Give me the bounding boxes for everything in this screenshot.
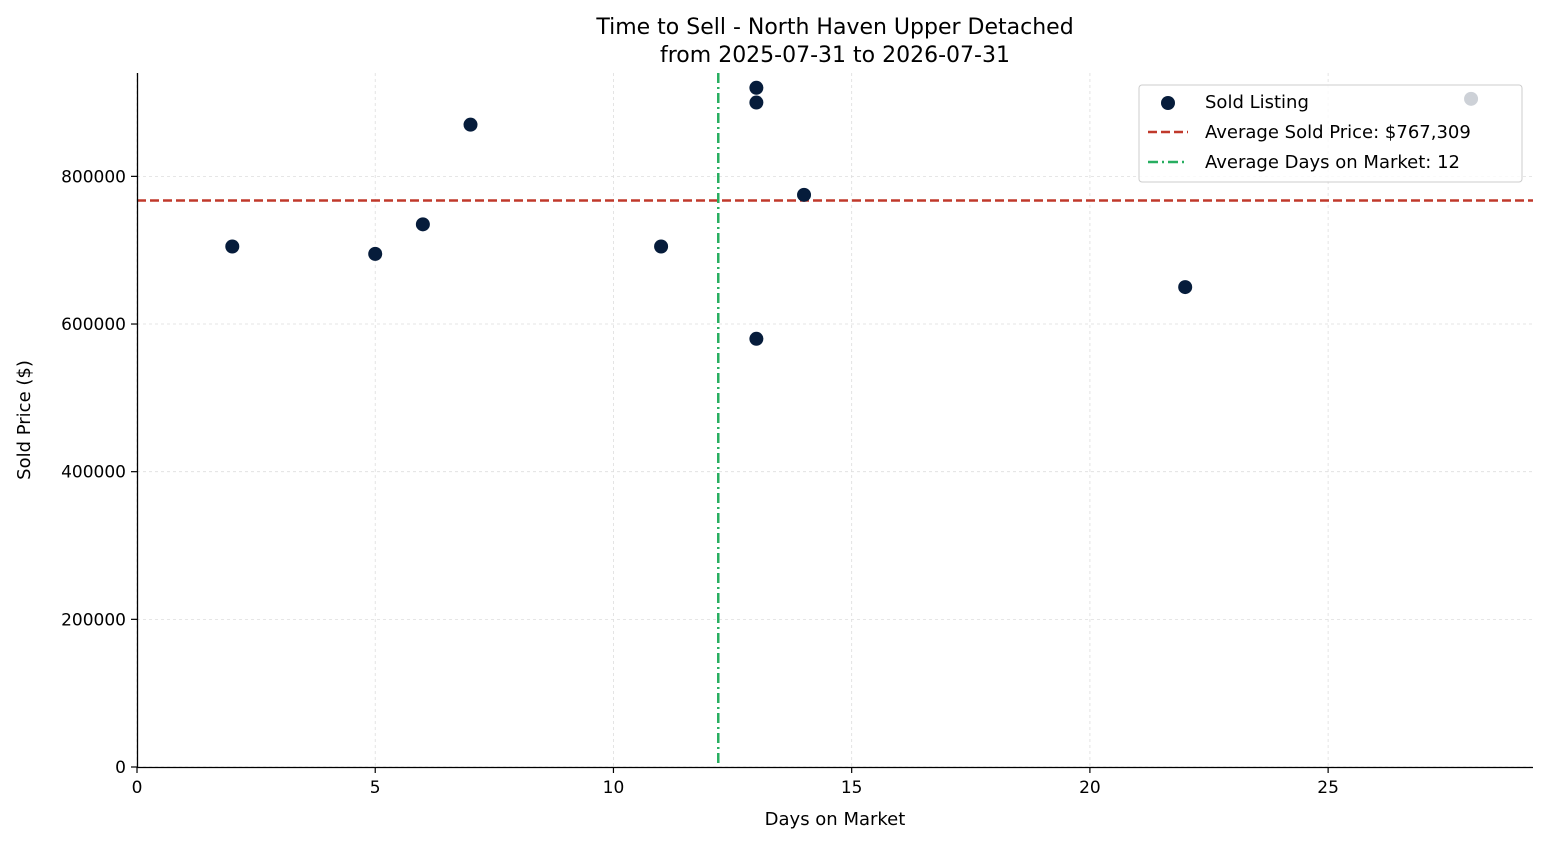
x-tick-label: 0 — [132, 778, 143, 798]
y-tick-label: 0 — [115, 758, 126, 778]
legend-label-sold-listing: Sold Listing — [1205, 92, 1309, 113]
data-point — [749, 80, 764, 95]
axes — [136, 73, 1533, 769]
x-tick-label: 20 — [1079, 778, 1101, 798]
x-axis-label: Days on Market — [765, 809, 906, 830]
chart-title-line1: Time to Sell - North Haven Upper Detache… — [595, 15, 1073, 40]
reference-lines — [137, 73, 1533, 767]
y-tick-label: 400000 — [61, 463, 126, 483]
data-point — [463, 117, 478, 132]
legend-label-avg-price: Average Sold Price: $767,309 — [1205, 122, 1471, 143]
ticks: 0 5 10 15 20 25 0 200000 400000 600000 800000 — [61, 167, 1339, 798]
x-tick-label: 10 — [603, 778, 625, 798]
y-axis-label: Sold Price ($) — [14, 360, 35, 480]
data-point — [797, 187, 812, 202]
legend-label-avg-days: Average Days on Market: 12 — [1205, 152, 1460, 173]
x-tick-label: 15 — [841, 778, 863, 798]
data-point — [225, 239, 240, 254]
x-tick-label: 5 — [370, 778, 381, 798]
legend: Sold Listing Average Sold Price: $767,30… — [1138, 84, 1523, 183]
y-tick-label: 800000 — [61, 167, 126, 187]
data-point — [654, 239, 669, 254]
data-point — [1178, 280, 1193, 295]
legend-marker-sold-listing — [1161, 96, 1175, 110]
data-point — [749, 95, 764, 110]
y-tick-label: 600000 — [61, 315, 126, 335]
y-tick-label: 200000 — [61, 610, 126, 630]
legend-frame — [1138, 84, 1523, 183]
data-point — [415, 217, 430, 232]
chart-title-line2: from 2025-07-31 to 2026-07-31 — [660, 43, 1010, 68]
data-point — [368, 246, 383, 261]
data-point — [749, 331, 764, 346]
x-tick-label: 25 — [1317, 778, 1339, 798]
